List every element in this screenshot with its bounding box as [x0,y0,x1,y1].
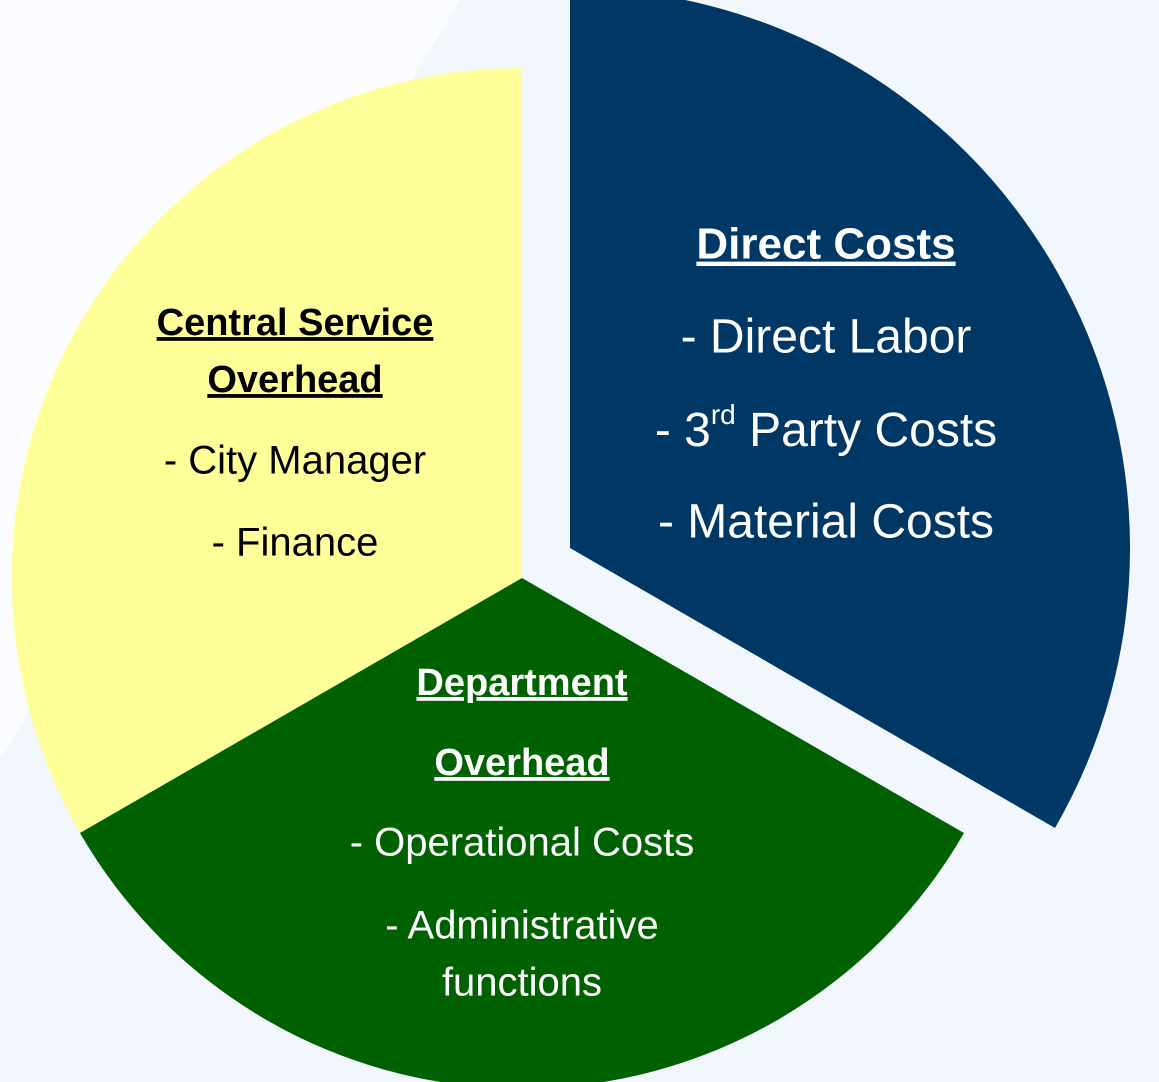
segment-item: - Finance [212,521,379,565]
item-text: Party Costs [736,404,997,457]
segment-item: - 3rd Party Costs [655,399,997,456]
segment-central [11,67,522,833]
central-labels: Central Service Overhead - City Manager … [157,302,434,565]
item-superscript: rd [711,399,736,430]
segment-title: Overhead [434,742,609,784]
segment-item: - Direct Labor [681,311,972,364]
segment-direct [570,0,1131,828]
item-text: - 3 [655,404,711,457]
segment-item: - Operational Costs [350,821,695,865]
segment-title: Department [416,662,627,704]
segment-item: - Material Costs [658,496,994,549]
segment-department [80,578,964,1082]
segment-item: - Administrative [385,904,658,948]
direct-labels: Direct Costs - Direct Labor - 3rd Party … [655,220,997,549]
segment-title: Central Service [157,302,434,344]
segment-title: Direct Costs [696,220,955,269]
segment-item: - City Manager [164,439,426,483]
segment-item: functions [442,961,602,1005]
department-labels: Department Overhead - Operational Costs … [350,662,695,1005]
segment-title: Overhead [207,359,382,401]
